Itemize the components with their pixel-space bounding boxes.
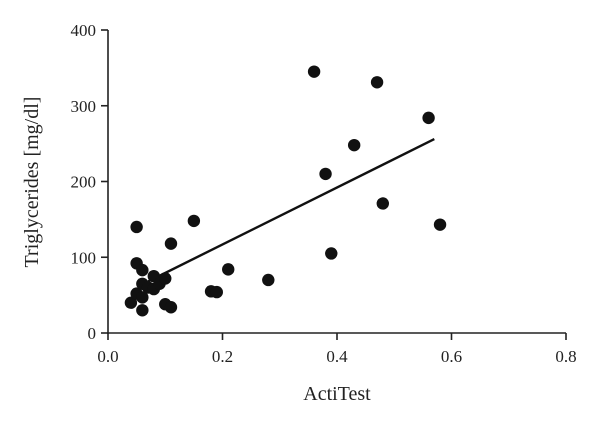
data-point [187, 214, 201, 228]
y-tick-label: 200 [71, 173, 97, 192]
data-point [136, 263, 149, 277]
data-point [124, 296, 138, 309]
y-tick-label: 0 [88, 324, 97, 343]
y-tick-label: 400 [71, 21, 97, 40]
data-point [376, 197, 389, 210]
x-tick-label: 0.6 [441, 347, 462, 366]
y-tick-label: 300 [71, 97, 97, 116]
y-axis-title: Triglycerides [mg/dl] [21, 97, 43, 268]
data-point [164, 237, 178, 250]
data-point [370, 76, 384, 89]
points-layer [124, 65, 447, 317]
axes: 0.0 0.2 0.4 0.6 0.8 0 100 200 300 400 [71, 21, 577, 366]
data-point [222, 263, 235, 276]
data-point [136, 304, 149, 317]
data-point [130, 220, 143, 234]
x-tick-label: 0.0 [97, 347, 118, 366]
data-point [164, 301, 178, 314]
y-tick-label: 100 [71, 248, 97, 267]
data-point [325, 247, 338, 260]
data-point [422, 111, 435, 125]
data-point [159, 272, 172, 285]
data-point [433, 218, 447, 231]
data-point [347, 138, 361, 152]
x-tick-label: 0.4 [326, 347, 348, 366]
x-tick-label: 0.2 [212, 347, 233, 366]
x-axis-title: ActiTest [303, 383, 371, 405]
data-point [262, 273, 275, 287]
data-point [210, 285, 223, 299]
data-point [136, 291, 149, 304]
trendline-layer [147, 138, 435, 283]
data-point [307, 65, 321, 78]
x-tick-label: 0.8 [555, 347, 576, 366]
data-point [319, 167, 332, 181]
trendline [147, 138, 435, 283]
